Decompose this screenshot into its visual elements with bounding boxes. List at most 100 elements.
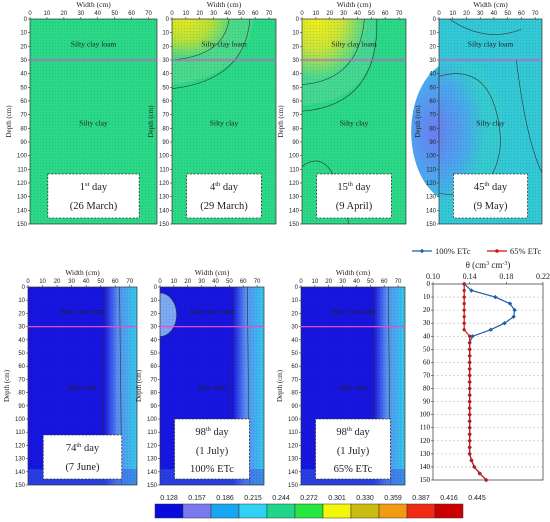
y-tick-label: 50 <box>18 351 25 357</box>
y-tick-label: 140 <box>15 470 26 476</box>
y-tick-label: 130 <box>159 195 170 201</box>
colorbar-cell <box>434 503 464 519</box>
data-point-100-etc <box>493 294 498 300</box>
x-tick-label: 60 <box>128 11 135 17</box>
y-tick-label: 100 <box>159 154 170 160</box>
caption-date: (9 May) <box>473 201 508 212</box>
y-tick-label: 130 <box>147 457 158 463</box>
y-tick-label: 10 <box>291 298 298 304</box>
depth-axis-label: Depth (cm) <box>5 105 13 138</box>
y-tick-label: 120 <box>147 443 158 449</box>
y-tick-label: 20 <box>423 306 431 314</box>
colorbar-cell <box>238 503 268 519</box>
y-tick-label: 70 <box>291 377 298 383</box>
caption-treatment: 65% ETc <box>334 464 373 475</box>
y-tick-label: 50 <box>291 351 298 357</box>
x-tick-label: 30 <box>477 11 484 17</box>
y-tick-label: 90 <box>150 404 157 410</box>
bottom-layer-label: Silty clay <box>340 119 369 128</box>
x-tick-label: 50 <box>368 11 375 17</box>
data-point-65-etc <box>462 308 466 312</box>
x-tick-label: 10 <box>312 279 319 285</box>
top-layer-label: Silty clay loam <box>330 306 376 315</box>
colorbar-cell <box>322 503 352 519</box>
x-tick-label: 70 <box>266 11 273 17</box>
y-tick-label: 150 <box>147 483 158 489</box>
colorbar-tick-label: 0.416 <box>440 495 458 502</box>
y-tick-label: 120 <box>289 181 300 187</box>
y-tick-label: 80 <box>291 391 298 397</box>
x-tick-label: 40 <box>83 279 90 285</box>
x-tick-label: 20 <box>325 279 332 285</box>
data-point-65-etc <box>462 295 466 299</box>
data-point-65-etc <box>468 445 472 449</box>
y-tick-label: 30 <box>423 319 431 327</box>
y-tick-label: 20 <box>291 311 298 317</box>
y-tick-label: 0 <box>433 17 437 23</box>
y-tick-label: 140 <box>426 208 437 214</box>
x-tick-label: 50 <box>238 11 245 17</box>
data-point-65-etc <box>462 302 466 306</box>
y-tick-label: 80 <box>423 385 431 393</box>
top-layer-label: Silty clay loam <box>468 39 514 48</box>
caption-date: (1 July) <box>196 446 229 457</box>
y-tick-label: 100 <box>147 417 158 423</box>
data-point-65-etc <box>468 354 472 358</box>
y-tick-label: 120 <box>420 437 431 445</box>
depth-axis-label: Depth (cm) <box>276 369 284 402</box>
colorbar: 0.128 0.157 0.186 0.215 0.244 0.272 0.301 0.330… <box>154 495 486 519</box>
colorbar-cell <box>350 503 380 519</box>
legend-label-100-etc: 100% ETc <box>435 246 471 256</box>
x-tick-label: 60 <box>252 11 259 17</box>
y-tick-label: 50 <box>150 351 157 357</box>
day-word: day <box>489 182 508 193</box>
y-tick-label: 90 <box>20 140 27 146</box>
y-tick-label: 50 <box>292 85 299 91</box>
y-tick-label: 50 <box>162 85 169 91</box>
y-tick-label: 40 <box>162 72 169 78</box>
data-point-65-etc <box>484 478 488 482</box>
x-tick-label: 20 <box>326 11 333 17</box>
width-axis-label: Width (cm) <box>207 0 242 9</box>
y-tick-label: 60 <box>423 358 431 366</box>
y-tick-label: 10 <box>162 31 169 37</box>
contour-panel-7: 0 10 20 30 40 50 60 70 Width (cm) 0 10 20 30 40 50 60 70… <box>276 268 406 489</box>
x-tick-label: 10 <box>39 279 46 285</box>
x-tick-label: 30 <box>339 279 346 285</box>
y-tick-label: 40 <box>20 72 27 78</box>
colorbar-tick-label: 0.445 <box>468 495 486 502</box>
width-axis-label: Width (cm) <box>76 0 111 9</box>
day-ordinal: th <box>347 426 353 433</box>
panel-frame <box>171 18 277 225</box>
y-tick-label: 60 <box>162 99 169 105</box>
y-tick-label: 0 <box>295 285 299 291</box>
data-point-65-etc <box>468 406 472 410</box>
x-tick-label: 50 <box>111 11 118 17</box>
colorbar-tick-label: 0.359 <box>384 495 402 502</box>
x-tick-label: 0 <box>170 11 174 17</box>
colorbar-tick-label: 0.272 <box>300 495 318 502</box>
caption-box <box>315 418 391 480</box>
caption-day: 74th day <box>66 442 100 454</box>
top-layer-label: Silty clay loam <box>189 306 235 315</box>
y-tick-label: 80 <box>18 391 25 397</box>
panel-frame <box>301 18 407 225</box>
y-tick-label: 20 <box>20 44 27 50</box>
day-word: day <box>352 427 371 438</box>
y-tick-label: 80 <box>429 126 436 132</box>
x-tick-label: 70 <box>126 279 133 285</box>
day-number: 4 <box>210 182 216 193</box>
y-tick-label: 60 <box>20 99 27 105</box>
top-layer-label: Silty clay loam <box>60 306 106 315</box>
y-tick-label: 80 <box>162 126 169 132</box>
caption-day: 15th day <box>337 181 371 193</box>
caption-day: 4th day <box>210 181 239 193</box>
data-point-65-etc <box>468 367 472 371</box>
bottom-layer-label: Silty clay <box>79 119 108 128</box>
top-layer-label: Silty clay loam <box>71 39 117 48</box>
x-tick-label: 70 <box>396 11 403 17</box>
y-tick-label: 90 <box>162 140 169 146</box>
y-tick-label: 30 <box>162 58 169 64</box>
y-tick-label: 90 <box>18 404 25 410</box>
top-layer-label: Silty clay loam <box>201 39 247 48</box>
